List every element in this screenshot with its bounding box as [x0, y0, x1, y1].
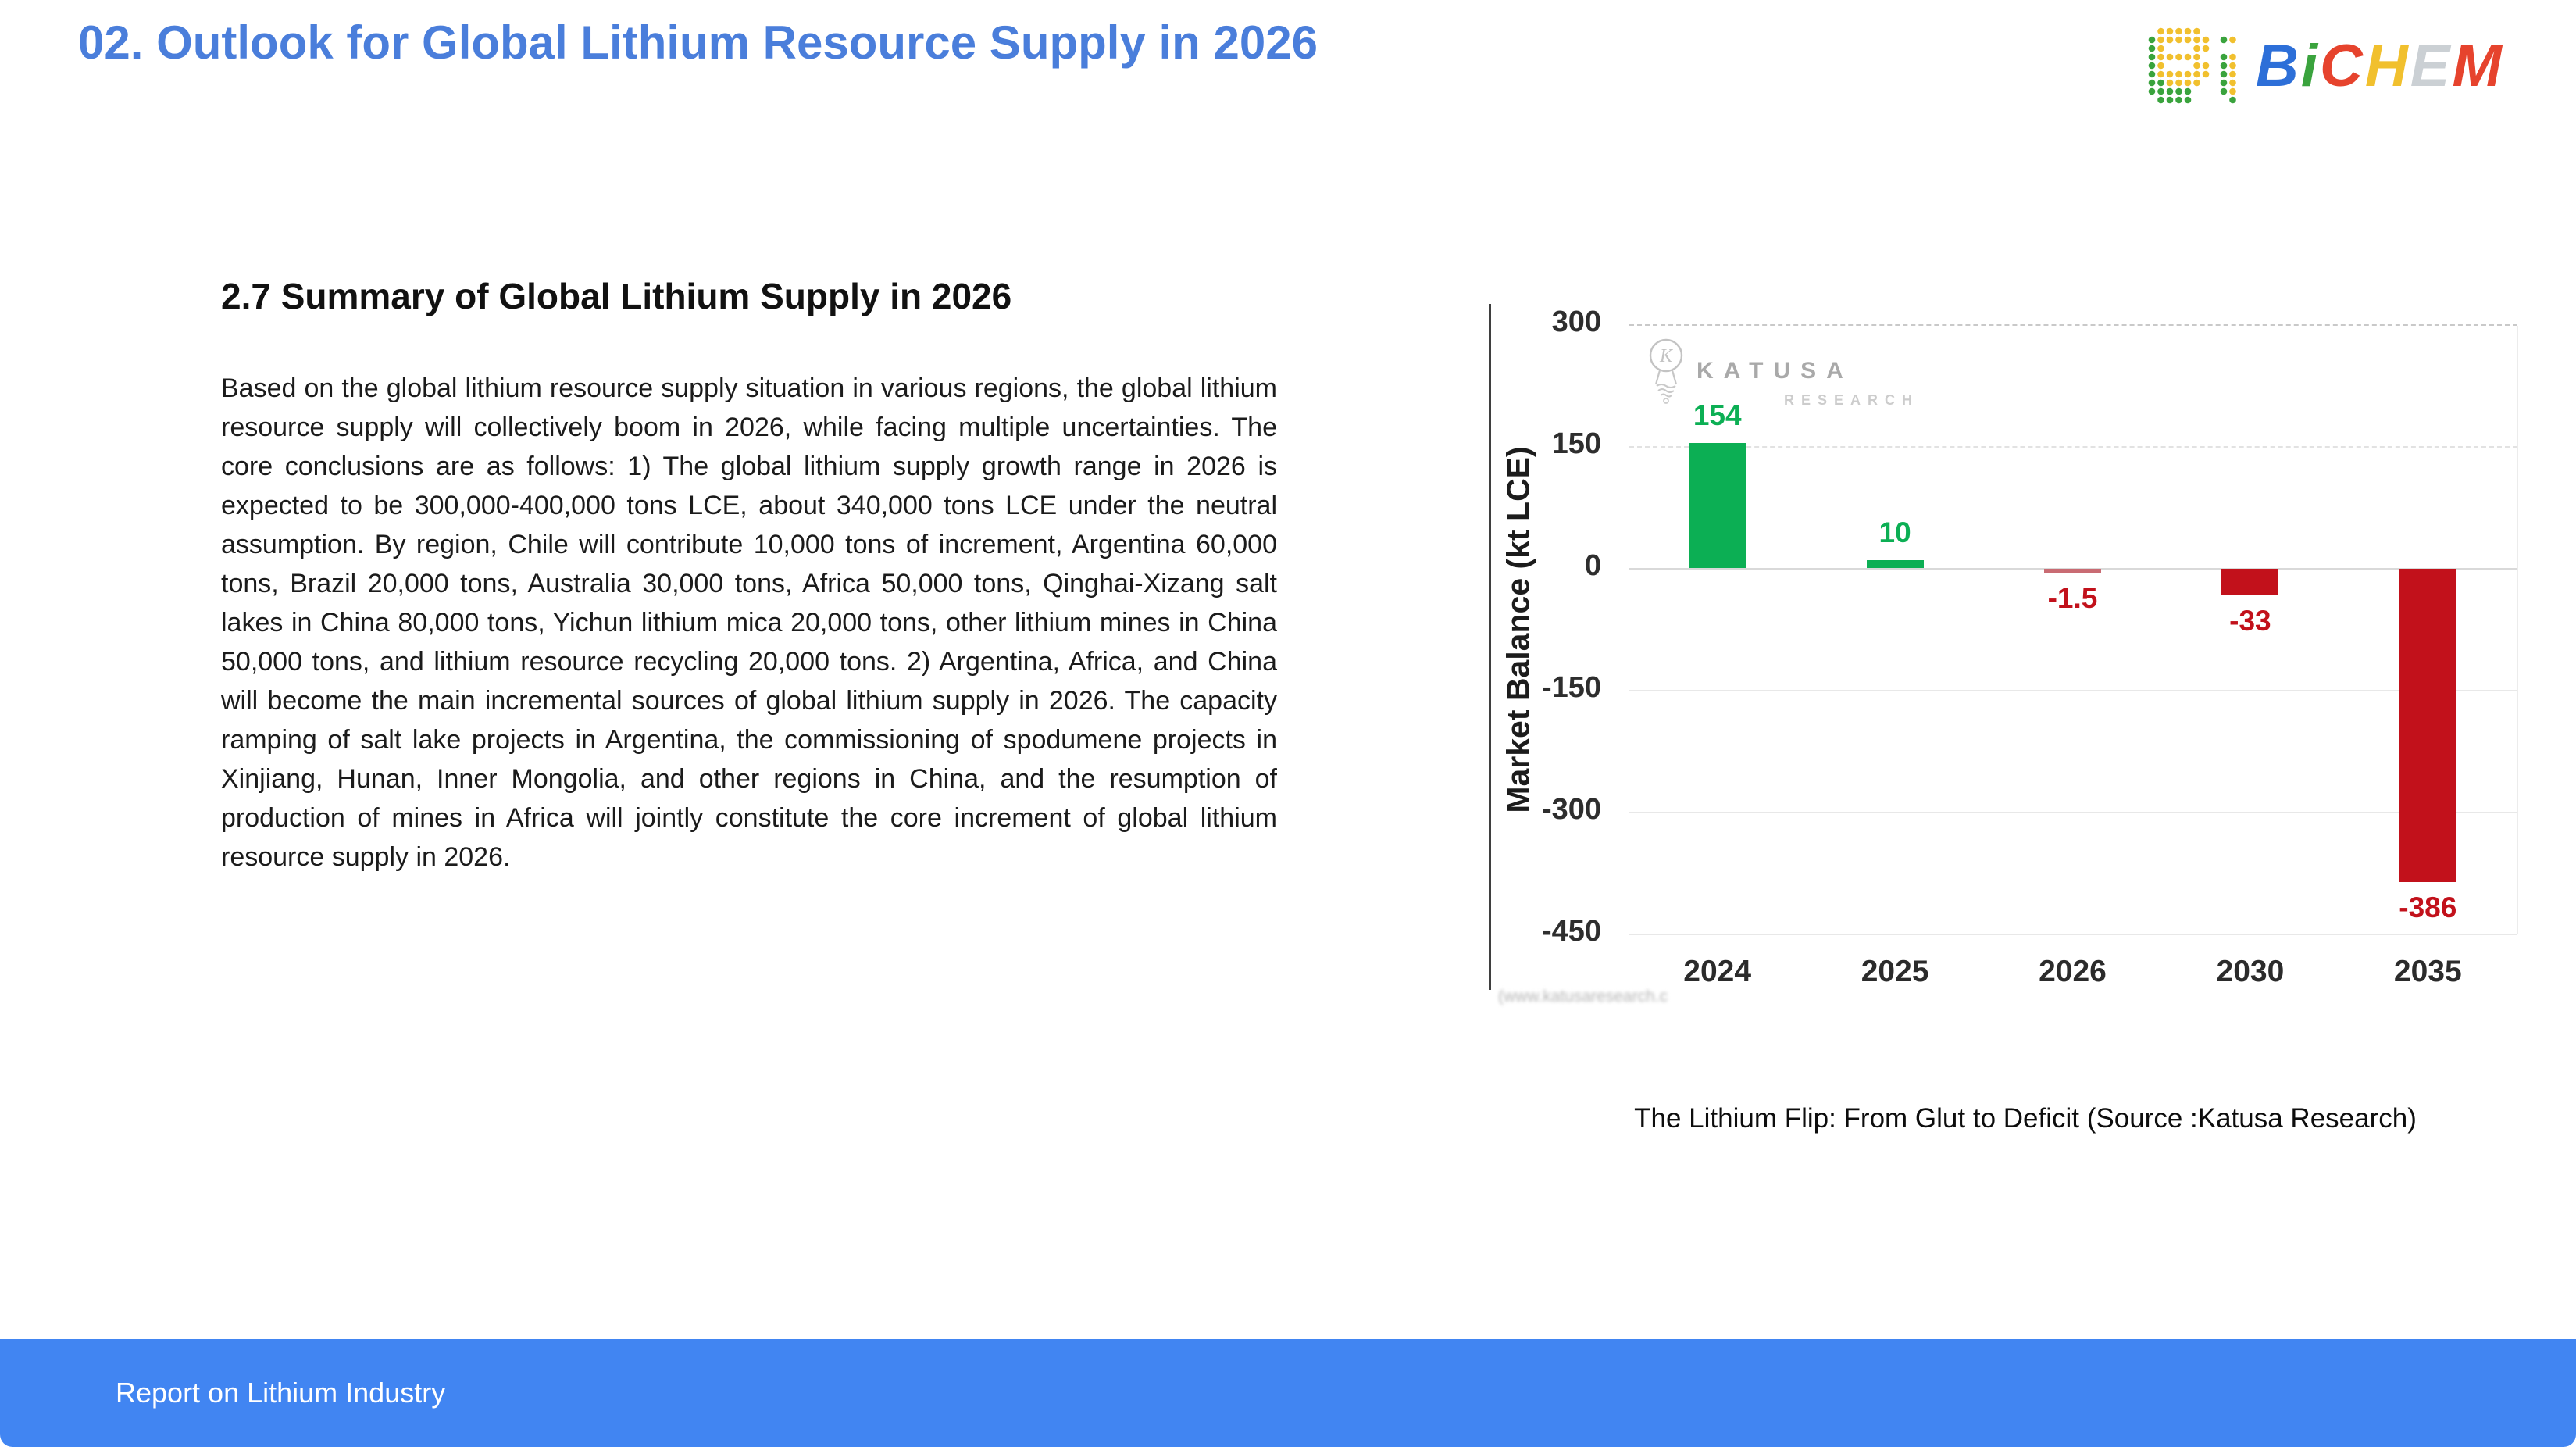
gridline	[1629, 934, 2517, 935]
bar-2026	[2044, 569, 2101, 573]
value-label: -1.5	[2047, 582, 2098, 614]
bar-2025	[1866, 559, 1924, 568]
x-tick-label: 2035	[2393, 955, 2462, 988]
y-tick-label: 300	[1551, 305, 1601, 338]
y-tick-label: -450	[1541, 915, 1601, 948]
bichem-wordmark: BiCHEM	[2256, 27, 2504, 105]
bar-2030	[2221, 569, 2279, 596]
section-heading: 2.7 Summary of Global Lithium Supply in …	[221, 276, 1012, 316]
bichem-letter: M	[2452, 33, 2504, 99]
bichem-letter: C	[2320, 33, 2365, 99]
bichem-dot-logo-icon	[2148, 27, 2236, 104]
value-label: -33	[2229, 605, 2271, 638]
x-tick-label: 2026	[2039, 955, 2107, 988]
bichem-letter: B	[2256, 33, 2301, 99]
gridline	[1629, 446, 2517, 448]
gridline	[1629, 812, 2517, 813]
katusa-name: KATUSA	[1697, 358, 1854, 384]
body-paragraph: Based on the global lithium resource sup…	[221, 373, 1277, 872]
bichem-logo: BiCHEM	[2146, 23, 2504, 109]
bar-2035	[2399, 569, 2456, 883]
value-label: 10	[1878, 516, 1911, 548]
value-label: 154	[1693, 398, 1742, 431]
bar-2024	[1689, 442, 1746, 568]
gridline	[1629, 690, 2517, 691]
y-tick-label: 0	[1584, 549, 1601, 582]
footer-bar: Report on Lithium Industry	[0, 1339, 2576, 1447]
svg-text:K: K	[1659, 346, 1674, 366]
y-tick-label: -150	[1541, 671, 1601, 704]
x-tick-label: 2030	[2216, 955, 2285, 988]
page-title: 02. Outlook for Global Lithium Resource …	[78, 16, 1318, 69]
figure-caption: The Lithium Flip: From Glut to Deficit (…	[1634, 1103, 2417, 1134]
y-tick-label: 150	[1551, 427, 1601, 460]
x-tick-label: 2024	[1683, 955, 1752, 988]
bichem-letter: i	[2300, 33, 2321, 99]
lightbulb-icon: K	[1649, 338, 1683, 404]
x-tick-label: 2025	[1861, 955, 1929, 988]
bichem-letter: E	[2410, 33, 2453, 99]
bichem-letter: H	[2364, 33, 2410, 99]
katusa-watermark: K KATUSA RESEARCH	[1647, 336, 1919, 414]
y-tick-label: -300	[1541, 793, 1601, 826]
katusa-sub: RESEARCH	[1784, 392, 1920, 408]
blurred-source-note: (www.katusaresearch.c	[1498, 988, 1668, 1005]
katusa-watermark-text: KATUSA RESEARCH	[1697, 336, 1919, 409]
value-label: -386	[2399, 891, 2457, 924]
y-axis-title: Market Balance (kt LCE)	[1500, 446, 1536, 813]
footer-label: Report on Lithium Industry	[116, 1377, 446, 1409]
gridline	[1629, 324, 2517, 326]
chart-axis-line	[1489, 304, 1491, 990]
